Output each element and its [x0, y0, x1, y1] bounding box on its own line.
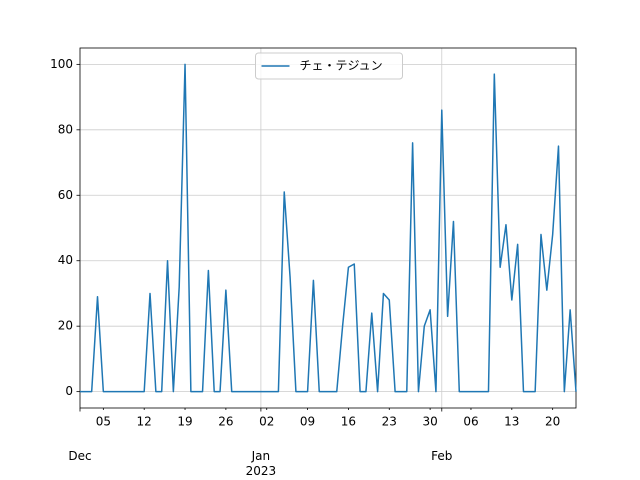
x-minor-tick-label: 09 [300, 415, 315, 429]
plot-frame [79, 47, 577, 409]
x-minor-tick-label: 16 [341, 415, 356, 429]
x-tick-label: Dec [68, 449, 91, 463]
y-tick-label: 80 [58, 122, 73, 136]
y-tick-label: 100 [50, 57, 73, 71]
x-tick-label: Jan 2023 [246, 449, 277, 478]
x-minor-tick-label: 19 [177, 415, 192, 429]
x-minor-tick-label: 13 [504, 415, 519, 429]
x-minor-tick-label: 30 [422, 415, 437, 429]
x-minor-tick-label: 26 [218, 415, 233, 429]
x-minor-tick-label: 12 [137, 415, 152, 429]
x-minor-tick-label: 05 [96, 415, 111, 429]
x-tick-label-line: 2023 [246, 464, 277, 478]
x-tick-label-line: Dec [68, 449, 91, 463]
x-tick-label: Feb [431, 449, 452, 463]
x-minor-tick-label: 06 [463, 415, 478, 429]
x-minor-tick-label: 20 [545, 415, 560, 429]
y-tick-label: 0 [65, 384, 73, 398]
y-tick-label: 60 [58, 188, 73, 202]
legend-label: チェ・テジュン [300, 59, 383, 73]
legend-box [255, 52, 403, 80]
x-tick-label-line: Jan [251, 449, 271, 463]
y-tick-label: 40 [58, 253, 73, 267]
x-minor-tick-label: 02 [259, 415, 274, 429]
data-line [80, 63, 577, 393]
x-tick-label-line: Feb [431, 449, 452, 463]
x-minor-tick-label: 23 [382, 415, 397, 429]
y-tick-label: 20 [58, 319, 73, 333]
